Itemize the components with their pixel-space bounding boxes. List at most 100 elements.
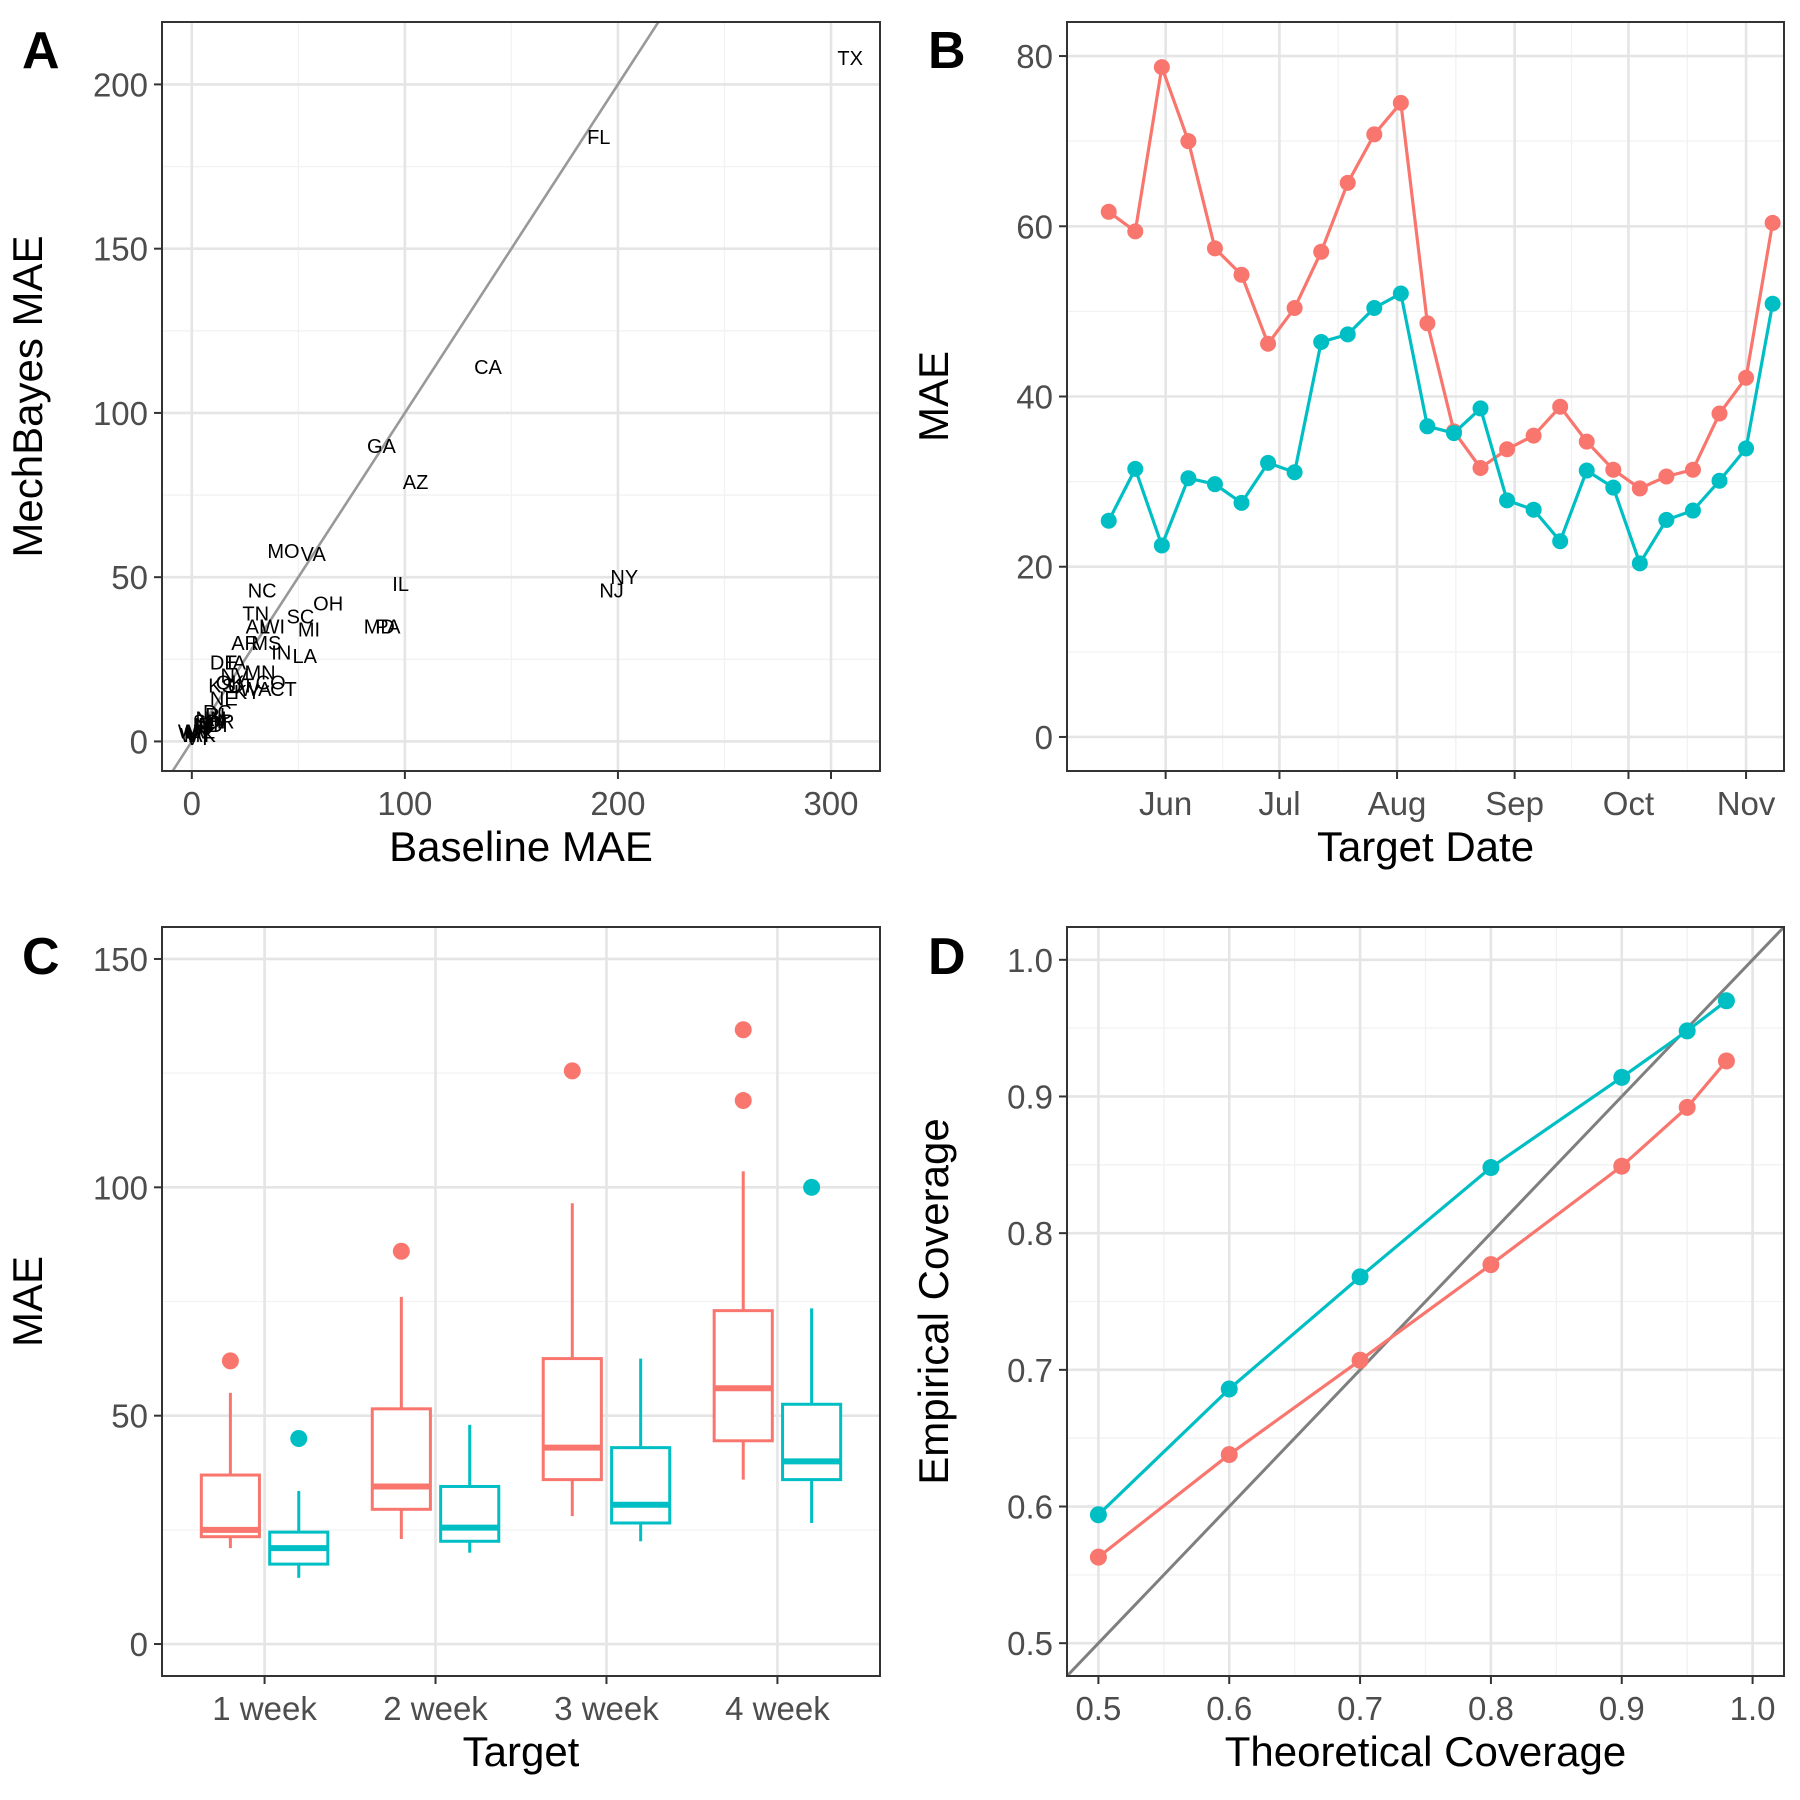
point-label: OR bbox=[205, 712, 235, 734]
box-body bbox=[712, 1309, 774, 1443]
series-point-1 bbox=[1339, 174, 1356, 191]
series-point-2 bbox=[1419, 418, 1436, 435]
point-label: KS bbox=[208, 676, 235, 698]
series-point-2 bbox=[1738, 440, 1755, 457]
point-label: RI bbox=[205, 705, 225, 727]
panel-tag: B bbox=[928, 22, 966, 80]
panel-c: 1 week 2 week 3 week 4 week 0 50 100 150 Target M… bbox=[4, 926, 881, 1775]
point-label: OK bbox=[216, 672, 246, 694]
series-point-2 bbox=[1206, 476, 1223, 493]
point-label: MN bbox=[244, 662, 275, 684]
point-label: NY bbox=[610, 567, 638, 589]
point-label: NC bbox=[248, 580, 277, 602]
series-point-2 bbox=[1286, 464, 1303, 481]
box-outlier bbox=[734, 1092, 752, 1110]
series-point-2 bbox=[1711, 472, 1728, 489]
series-point-1 bbox=[1684, 461, 1701, 478]
reference-line bbox=[171, 22, 660, 771]
point-label: AL bbox=[246, 616, 270, 638]
y-axis-title: Empirical Coverage bbox=[910, 1118, 957, 1484]
series-point-2 bbox=[1233, 494, 1250, 511]
x-tick-label: 100 bbox=[377, 785, 432, 822]
y-tick-label: 0 bbox=[130, 723, 148, 760]
series-point-2 bbox=[1684, 502, 1701, 519]
point-label: WY bbox=[180, 725, 212, 747]
point-label: MT bbox=[184, 725, 213, 747]
y-tick-label: 0.8 bbox=[1007, 1215, 1053, 1252]
series-point-1 bbox=[1419, 315, 1436, 332]
series-point-1 bbox=[1220, 1446, 1238, 1464]
point-label: GA bbox=[367, 436, 397, 458]
point-label: LA bbox=[293, 646, 318, 668]
series-point-2 bbox=[1180, 470, 1197, 487]
series-point-2 bbox=[1717, 992, 1735, 1010]
y-tick-label: 0 bbox=[130, 1626, 148, 1663]
y-tick-label: 1.0 bbox=[1007, 942, 1053, 979]
series-point-2 bbox=[1578, 462, 1595, 479]
series-point-2 bbox=[1366, 299, 1383, 316]
series-point-1 bbox=[1392, 94, 1409, 111]
x-tick-label: 0 bbox=[183, 785, 201, 822]
box-outlier bbox=[290, 1430, 308, 1448]
box-outlier bbox=[392, 1242, 410, 1260]
point-label: WA bbox=[240, 679, 272, 701]
point-label: IN bbox=[271, 643, 291, 665]
series-point-2 bbox=[1764, 295, 1781, 312]
point-label: SD bbox=[193, 712, 221, 734]
point-label: MO bbox=[267, 541, 299, 563]
point-label: DC bbox=[203, 702, 232, 724]
x-tick-label: 1 week bbox=[212, 1690, 317, 1727]
x-tick-label: 300 bbox=[803, 785, 858, 822]
series-point-1 bbox=[1313, 243, 1330, 260]
series-point-2 bbox=[1552, 533, 1569, 550]
point-label: KY bbox=[234, 682, 261, 704]
x-tick-label: Jul bbox=[1258, 785, 1300, 822]
point-label: PA bbox=[375, 616, 401, 638]
series-point-1 bbox=[1738, 369, 1755, 386]
series-point-1 bbox=[1525, 427, 1542, 444]
box-body bbox=[199, 1473, 261, 1539]
y-tick-label: 150 bbox=[93, 231, 148, 268]
box-outlier bbox=[221, 1352, 239, 1370]
series-point-2 bbox=[1613, 1068, 1631, 1086]
series-point-2 bbox=[1482, 1159, 1500, 1177]
y-tick-label: 0 bbox=[1035, 719, 1053, 756]
point-label: AK bbox=[189, 725, 216, 747]
x-tick-label: 3 week bbox=[554, 1690, 659, 1727]
point-label: ID bbox=[192, 715, 212, 737]
series-point-2 bbox=[1525, 501, 1542, 518]
point-label: WI bbox=[261, 616, 285, 638]
point-label: HI bbox=[207, 712, 227, 734]
y-tick-label: 50 bbox=[111, 559, 148, 596]
series-point-2 bbox=[1605, 479, 1622, 496]
series-point-1 bbox=[1613, 1157, 1631, 1175]
series-point-2 bbox=[1631, 555, 1648, 572]
series-point-1 bbox=[1631, 480, 1648, 497]
panel-tag: D bbox=[928, 928, 966, 986]
point-label: NH bbox=[199, 715, 228, 737]
x-axis-title: Baseline MAE bbox=[389, 823, 653, 870]
series-point-1 bbox=[1717, 1052, 1735, 1070]
point-label: NE bbox=[210, 689, 238, 711]
point-label: OH bbox=[313, 593, 343, 615]
point-label: MD bbox=[364, 616, 395, 638]
series-point-2 bbox=[1678, 1022, 1696, 1040]
y-tick-label: 60 bbox=[1016, 208, 1053, 245]
panel-border bbox=[1066, 926, 1785, 1677]
point-label: VT bbox=[185, 728, 211, 750]
x-tick-label: 1.0 bbox=[1730, 1690, 1776, 1727]
x-axis-title: Target bbox=[463, 1728, 580, 1775]
x-tick-label: 0.9 bbox=[1599, 1690, 1645, 1727]
series-point-1 bbox=[1180, 133, 1197, 150]
series-point-2 bbox=[1127, 460, 1144, 477]
series-point-1 bbox=[1127, 223, 1144, 240]
x-tick-label: 2 week bbox=[383, 1690, 488, 1727]
point-label: CO bbox=[256, 672, 286, 694]
point-label: WV bbox=[178, 722, 211, 744]
point-label: ND bbox=[194, 715, 223, 737]
y-tick-label: 80 bbox=[1016, 38, 1053, 75]
box-outlier bbox=[803, 1178, 821, 1196]
series-point-2 bbox=[1153, 537, 1170, 554]
series-point-1 bbox=[1711, 405, 1728, 422]
series-point-2 bbox=[1445, 425, 1462, 442]
